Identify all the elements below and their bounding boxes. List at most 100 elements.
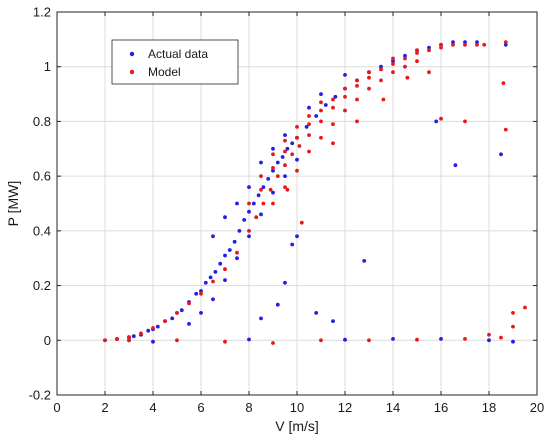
data-point — [266, 177, 271, 181]
data-point — [367, 86, 371, 91]
data-point — [271, 168, 275, 173]
data-point — [280, 155, 285, 159]
data-point — [403, 53, 407, 58]
data-point — [367, 70, 371, 75]
data-point — [314, 311, 319, 315]
data-point — [151, 339, 155, 344]
data-point — [199, 291, 203, 296]
data-point — [295, 135, 299, 140]
data-point — [271, 201, 275, 206]
data-point — [331, 319, 335, 323]
data-point — [261, 185, 266, 190]
data-point — [304, 125, 309, 129]
legend-marker-model — [129, 69, 135, 75]
data-point — [523, 305, 527, 310]
data-point — [127, 335, 131, 339]
data-point — [427, 48, 431, 53]
data-point — [227, 248, 232, 252]
x-tick-label: 10 — [290, 400, 304, 415]
data-point — [235, 256, 239, 261]
data-point — [319, 119, 323, 124]
data-point — [475, 40, 479, 44]
data-point — [237, 229, 242, 233]
data-point — [259, 187, 263, 192]
data-point — [343, 86, 347, 91]
x-tick-label: 6 — [197, 400, 204, 415]
data-point — [283, 149, 287, 154]
data-point — [290, 152, 295, 157]
data-point — [343, 73, 347, 77]
data-point — [307, 133, 311, 138]
y-tick-label: 1 — [44, 59, 51, 74]
x-tick-label: 20 — [530, 400, 544, 415]
series-model — [103, 40, 527, 345]
data-point — [333, 94, 338, 99]
data-point — [355, 84, 359, 88]
data-point — [362, 259, 367, 263]
data-point — [211, 297, 215, 302]
data-point — [179, 308, 184, 313]
data-point — [343, 337, 347, 342]
data-point — [223, 215, 227, 220]
data-point — [283, 133, 287, 138]
data-point — [290, 242, 295, 247]
data-point — [271, 341, 275, 345]
data-point — [187, 301, 191, 306]
data-point — [297, 144, 302, 148]
data-point — [391, 70, 395, 75]
data-point — [223, 278, 227, 282]
data-point — [463, 337, 467, 341]
data-point — [331, 97, 335, 102]
data-point — [283, 163, 287, 168]
data-point — [275, 160, 280, 165]
x-tick-label: 16 — [434, 400, 448, 415]
data-point — [319, 92, 323, 96]
data-point — [355, 97, 359, 102]
data-point — [232, 239, 237, 244]
data-point — [499, 335, 503, 340]
data-point — [115, 337, 119, 342]
data-point — [295, 168, 299, 173]
data-point — [194, 291, 199, 296]
data-point — [251, 201, 256, 206]
data-point — [259, 212, 263, 217]
data-point — [285, 146, 290, 151]
data-point — [319, 100, 323, 105]
data-point — [275, 174, 280, 179]
data-point — [271, 152, 275, 157]
y-tick-label: 1.2 — [33, 5, 51, 20]
x-tick-label: 14 — [386, 400, 400, 415]
data-point — [211, 234, 215, 239]
y-axis-label: P [MW] — [5, 181, 21, 227]
data-point — [343, 94, 347, 99]
data-point — [268, 187, 273, 192]
data-point — [451, 40, 455, 44]
data-point — [247, 337, 251, 342]
data-point — [381, 97, 386, 102]
data-point — [503, 127, 508, 132]
data-point — [203, 280, 208, 285]
axis-ticks: 0 2 4 6 8 10 12 14 16 18 20-0.200.20.40.60.811.2 — [29, 5, 545, 416]
data-point — [155, 324, 160, 329]
data-point — [415, 59, 419, 64]
legend-marker-actual — [129, 51, 135, 57]
x-tick-label: 2 — [101, 400, 108, 415]
data-point — [415, 337, 419, 342]
data-point — [391, 62, 395, 66]
data-point — [247, 209, 251, 214]
data-point — [254, 215, 259, 220]
y-tick-label: -0.2 — [29, 388, 51, 403]
data-point — [391, 56, 395, 61]
data-point — [127, 338, 131, 343]
x-tick-label: 12 — [338, 400, 352, 415]
legend-label-actual: Actual data — [148, 47, 208, 61]
data-point — [355, 78, 359, 83]
data-point — [261, 201, 266, 206]
y-tick-label: 0 — [44, 333, 51, 348]
data-point — [511, 311, 515, 315]
data-point — [131, 334, 136, 339]
data-point — [319, 135, 323, 140]
data-point — [235, 250, 239, 255]
data-point — [290, 141, 295, 146]
data-point — [295, 125, 299, 129]
